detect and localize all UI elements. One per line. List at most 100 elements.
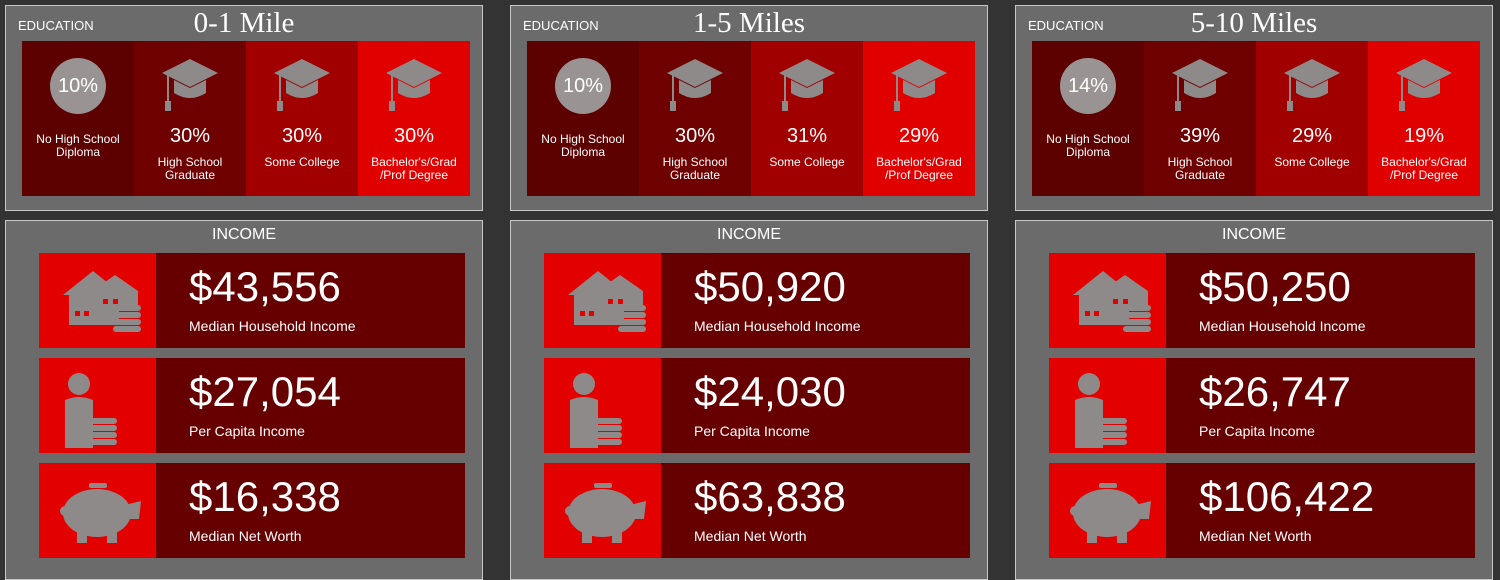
icon — [60, 483, 141, 543]
education-value: 30% — [281, 125, 323, 147]
icon — [568, 271, 646, 332]
income-row: $24,030 Per Capita Income — [544, 358, 970, 453]
income-value: $24,030 — [694, 368, 846, 415]
income-value: $106,422 — [1199, 473, 1375, 520]
distance-title: 5-10 Miles — [1190, 7, 1318, 39]
income-row: $63,838 Median Net Worth — [544, 463, 970, 558]
income-value: $50,920 — [694, 263, 846, 310]
graduation-icon — [384, 57, 444, 118]
icon — [1396, 59, 1452, 111]
percent-circle: 14% — [1060, 58, 1116, 114]
income-value: $27,054 — [189, 368, 341, 415]
income-icon — [544, 463, 661, 558]
icon — [1075, 373, 1127, 448]
income-label: Median Net Worth — [189, 528, 302, 544]
income-row: $106,422 Median Net Worth — [1049, 463, 1475, 558]
income-label: Median Household Income — [1199, 318, 1366, 334]
income-icon — [544, 253, 661, 348]
section-label: EDUCATION — [1028, 18, 1104, 33]
section-label: EDUCATION — [18, 18, 94, 33]
icon — [667, 59, 723, 111]
income-value: $50,250 — [1199, 263, 1351, 310]
icon — [891, 59, 947, 111]
icon-holder — [1063, 370, 1143, 455]
income-icon — [1049, 463, 1166, 558]
income-label: Per Capita Income — [1199, 423, 1315, 439]
icon-holder — [558, 475, 648, 550]
graduation-icon — [1282, 57, 1342, 118]
income-label: Median Net Worth — [694, 528, 807, 544]
graduation-icon — [889, 57, 949, 118]
icon — [386, 59, 442, 111]
section-title: INCOME — [212, 226, 276, 243]
education-cell: 31% Some College — [751, 41, 863, 196]
income-value: $26,747 — [1199, 368, 1351, 415]
icon-holder — [558, 265, 653, 340]
education-label: Bachelor's/Grad /Prof Degree — [1381, 155, 1467, 182]
income-label: Per Capita Income — [189, 423, 305, 439]
icon-holder — [53, 370, 133, 455]
icon — [570, 373, 622, 448]
education-cell: 30% High School Graduate — [134, 41, 246, 196]
education-value: 19% — [1403, 125, 1445, 147]
education-cell: 14% No High School Diploma — [1032, 41, 1144, 196]
icon — [565, 483, 646, 543]
income-row: $27,054 Per Capita Income — [39, 358, 465, 453]
education-label: No High School Diploma — [541, 132, 625, 159]
education-cell: 29% Some College — [1256, 41, 1368, 196]
education-label: High School Graduate — [662, 155, 728, 182]
education-label: High School Graduate — [1167, 155, 1233, 182]
education-panel: EDUCATION 0-1 Mile 10% No High School Diplo… — [5, 5, 483, 211]
graduation-icon — [665, 57, 725, 118]
graduation-icon — [1394, 57, 1454, 118]
icon-holder — [1063, 475, 1153, 550]
icon — [1073, 271, 1151, 332]
education-cell: 30% Bachelor's/Grad /Prof Degree — [358, 41, 470, 196]
distance-title: 0-1 Mile — [193, 7, 295, 39]
income-value: $63,838 — [694, 473, 846, 520]
education-label: High School Graduate — [157, 155, 223, 182]
icon — [1284, 59, 1340, 111]
education-value: 29% — [898, 125, 940, 147]
income-icon — [1049, 253, 1166, 348]
income-value: $43,556 — [189, 263, 341, 310]
percent-circle: 10% — [555, 58, 611, 114]
education-cell: 30% Some College — [246, 41, 358, 196]
icon — [274, 59, 330, 111]
income-panel: INCOME $50,920 Median Household Income $24,… — [510, 220, 988, 580]
education-label: No High School Diploma — [1046, 132, 1130, 159]
graduation-icon — [160, 57, 220, 118]
icon-holder — [558, 370, 638, 455]
education-label: Bachelor's/Grad /Prof Degree — [876, 155, 962, 182]
education-value: 30% — [393, 125, 435, 147]
income-icon — [544, 358, 661, 453]
percent-circle: 10% — [50, 58, 106, 114]
section-title: INCOME — [717, 226, 781, 243]
income-label: Median Net Worth — [1199, 528, 1312, 544]
income-row: $50,250 Median Household Income — [1049, 253, 1475, 348]
education-value: 30% — [169, 125, 211, 147]
education-cell: 39% High School Graduate — [1144, 41, 1256, 196]
education-cell: 30% High School Graduate — [639, 41, 751, 196]
income-label: Per Capita Income — [694, 423, 810, 439]
income-label: Median Household Income — [189, 318, 356, 334]
income-row: $50,920 Median Household Income — [544, 253, 970, 348]
graduation-icon — [1170, 57, 1230, 118]
income-panel: INCOME $50,250 Median Household Income $26,… — [1015, 220, 1493, 580]
income-value: $16,338 — [189, 473, 341, 520]
education-label: No High School Diploma — [36, 132, 120, 159]
education-label: Bachelor's/Grad /Prof Degree — [371, 155, 457, 182]
graduation-icon — [272, 57, 332, 118]
icon — [1172, 59, 1228, 111]
income-icon — [1049, 358, 1166, 453]
icon — [162, 59, 218, 111]
education-label: Some College — [769, 155, 845, 169]
education-cell: 10% No High School Diploma — [527, 41, 639, 196]
icon — [1070, 483, 1151, 543]
education-value: 31% — [786, 125, 828, 147]
education-value: 30% — [674, 125, 716, 147]
section-label: EDUCATION — [523, 18, 599, 33]
income-icon — [39, 463, 156, 558]
education-cell: 29% Bachelor's/Grad /Prof Degree — [863, 41, 975, 196]
education-value: 29% — [1291, 125, 1333, 147]
